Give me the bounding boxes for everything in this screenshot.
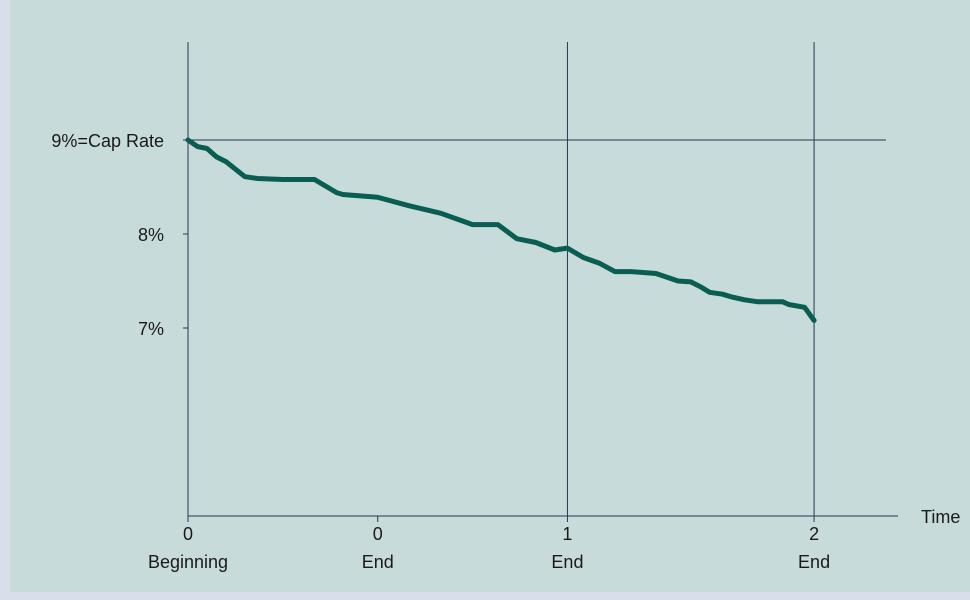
- x-axis-label: Time: [921, 507, 960, 527]
- x-tick-number: 0: [183, 524, 193, 544]
- x-tick-number: 1: [562, 524, 572, 544]
- y-tick-label: 7%: [138, 319, 164, 339]
- series-line: [185, 137, 817, 323]
- x-tick-word: End: [798, 552, 830, 572]
- x-tick-word: End: [362, 552, 394, 572]
- x-tick-word: Beginning: [148, 552, 228, 572]
- x-tick-word: End: [551, 552, 583, 572]
- chart-panel: [10, 0, 970, 592]
- x-tick-number: 0: [373, 524, 383, 544]
- x-tick-number: 2: [809, 524, 819, 544]
- y-tick-label: 8%: [138, 225, 164, 245]
- y-tick-label: 9%=Cap Rate: [51, 131, 164, 151]
